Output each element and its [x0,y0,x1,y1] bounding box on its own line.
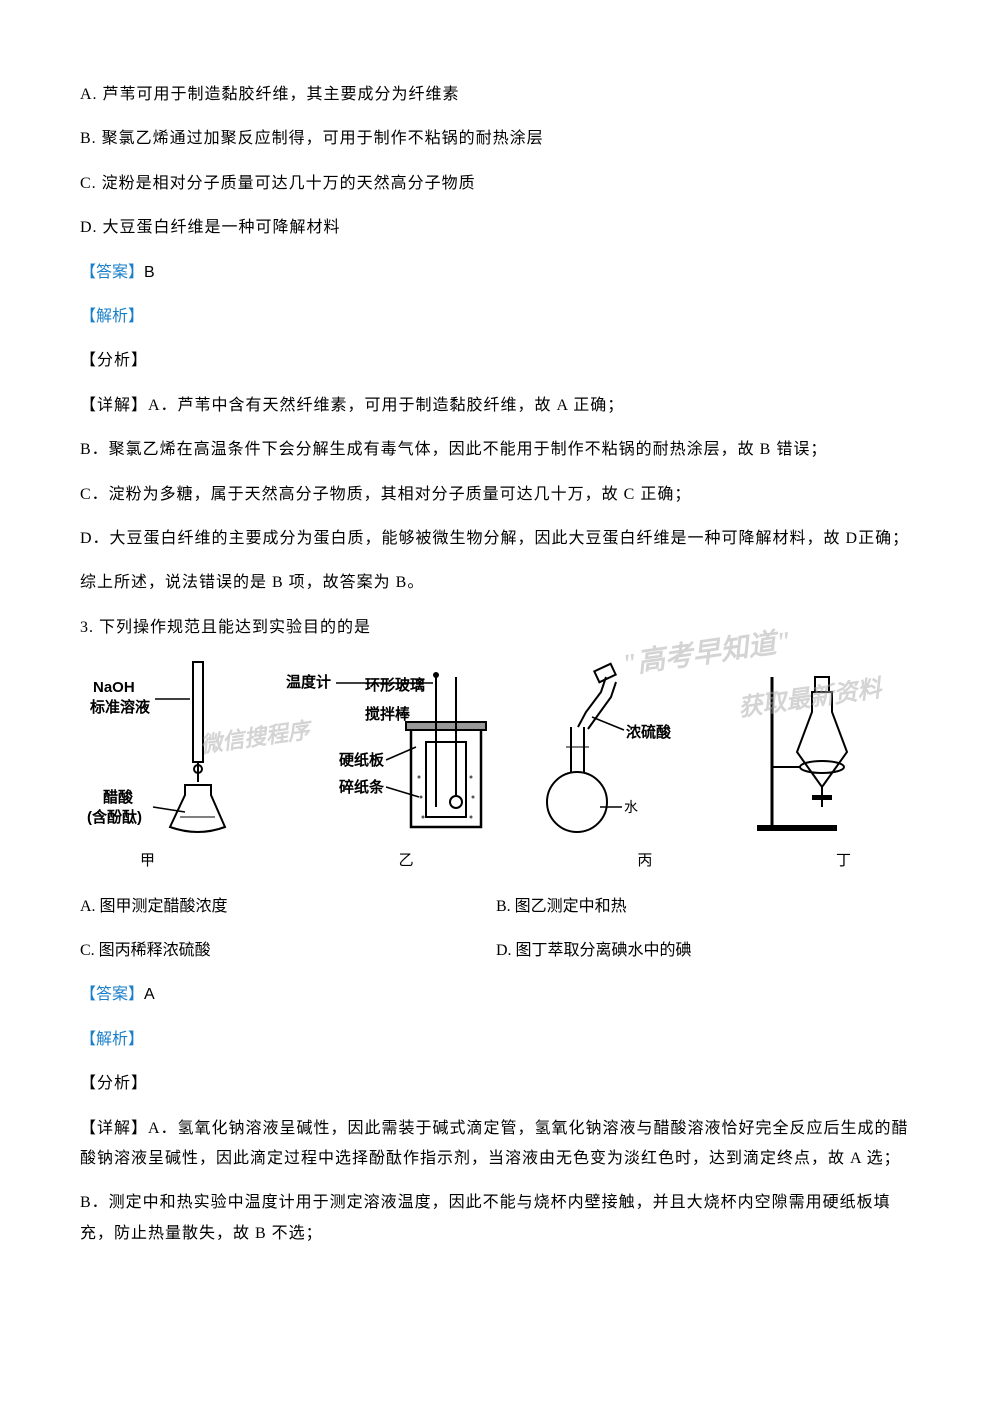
q3-option-c: C. 图丙稀释浓硫酸 [80,936,496,966]
q3-answer-row: 【答案】A [80,980,912,1010]
yi-paper-label: 碎纸条 [339,778,385,796]
label-bing: 丙 [637,847,653,876]
label-yi: 乙 [399,847,415,876]
q2-answer-row: 【答案】B [80,258,912,288]
yi-board-label: 硬纸板 [339,751,385,769]
q3-detail-b: B．测定中和热实验中温度计用于测定溶液温度，因此不能与烧杯内壁接触，并且大烧杯内… [80,1188,912,1249]
diagram-jia-svg: NaOH 标准溶液 醋酸 (含酚酞) [85,657,235,837]
q2-detail-c: C．淀粉为多糖，属于天然高分子物质，其相对分子质量可达几十万，故 C 正确； [80,480,912,510]
jia-indicator-label: (含酚酞) [87,808,142,826]
q2-analysis-label: 【解析】 [80,302,912,332]
yi-rod-label1: 环形玻璃 [365,672,425,701]
q2-option-c: C. 淀粉是相对分子质量可达几十万的天然高分子物质 [80,169,912,199]
q3-fenxi-label: 【分析】 [80,1069,912,1099]
q2-detail-a: 【详解】A．芦苇中含有天然纤维素，可用于制造黏胶纤维，故 A 正确； [80,391,912,421]
q2-answer-value: B [144,264,155,281]
q2-option-a: A. 芦苇可用于制造黏胶纤维，其主要成分为纤维素 [80,80,912,110]
q2-fenxi-label: 【分析】 [80,346,912,376]
q2-detail-d: D．大豆蛋白纤维的主要成分为蛋白质，能够被微生物分解，因此大豆蛋白纤维是一种可降… [80,524,912,554]
yi-thermo-label: 温度计 [286,673,331,691]
bing-acid-label: 浓硫酸 [626,723,672,741]
diagram-ding-svg [752,657,892,837]
diagram-bing: 浓硫酸 水 [536,657,706,837]
q3-options-row1: A. 图甲测定醋酸浓度 B. 图乙测定中和热 [80,892,912,922]
yi-rod-label2: 搅拌棒 [365,701,425,730]
q3-analysis-label: 【解析】 [80,1025,912,1055]
diagram-bing-svg: 浓硫酸 水 [536,657,706,837]
diagram-ding [752,657,892,837]
q3-answer-label: 【答案】 [80,986,144,1003]
yi-rod-label-group: 环形玻璃 搅拌棒 [365,672,425,729]
q3-options-row2: C. 图丙稀释浓硫酸 D. 图丁萃取分离碘水中的碘 [80,936,912,966]
q2-option-d: D. 大豆蛋白纤维是一种可降解材料 [80,213,912,243]
bing-water-label: 水 [624,800,638,816]
q2-summary: 综上所述，说法错误的是 B 项，故答案为 B。 [80,568,912,598]
q2-answer-label: 【答案】 [80,264,144,281]
q2-option-b: B. 聚氯乙烯通过加聚反应制得，可用于制作不粘锅的耐热涂层 [80,124,912,154]
jia-acid-label: 醋酸 [103,788,134,806]
diagram-jia: NaOH 标准溶液 醋酸 (含酚酞) [85,657,235,837]
label-ding: 丁 [836,847,852,876]
label-jia: 甲 [140,847,156,876]
q3-option-a: A. 图甲测定醋酸浓度 [80,892,496,922]
q3-stem: 3. 下列操作规范且能达到实验目的的是 [80,613,912,643]
q3-option-d: D. 图丁萃取分离碘水中的碘 [496,936,912,966]
jia-std-label: 标准溶液 [89,698,151,716]
q3-detail-a: 【详解】A．氢氧化钠溶液呈碱性，因此需装于碱式滴定管，氢氧化钠溶液与醋酸溶液恰好… [80,1114,912,1175]
q3-option-b: B. 图乙测定中和热 [496,892,912,922]
q2-detail-b: B．聚氯乙烯在高温条件下会分解生成有毒气体，因此不能用于制作不粘锅的耐热涂层，故… [80,435,912,465]
q3-answer-value: A [144,986,155,1003]
q3-diagram-container: "高考早知道" 获取最新资料 微信搜程序 NaOH 标准溶液 醋酸 (含酚酞) [80,657,912,876]
jia-naoh-label: NaOH [93,679,135,696]
